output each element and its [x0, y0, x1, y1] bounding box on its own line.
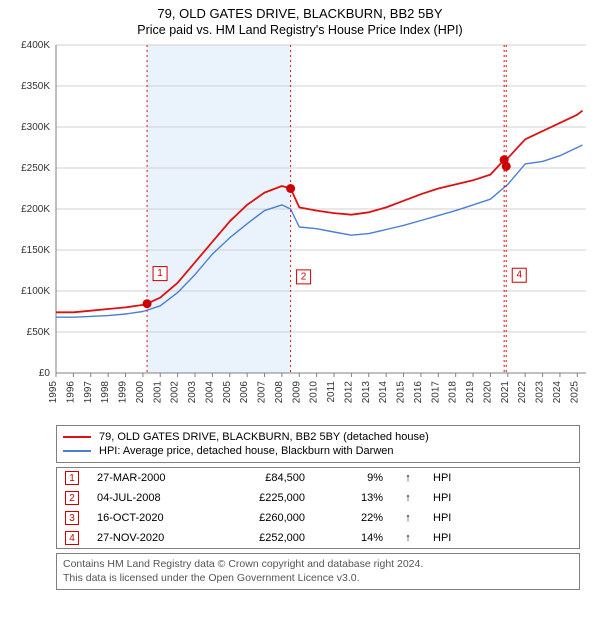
- sales-row: 4 27-NOV-2020 £252,000 14% ↑ HPI: [57, 528, 579, 548]
- svg-text:2015: 2015: [396, 381, 407, 404]
- legend-swatch: [63, 436, 91, 438]
- legend-item: HPI: Average price, detached house, Blac…: [63, 444, 573, 458]
- sale-price: £225,000: [225, 492, 305, 504]
- arrow-up-icon: ↑: [401, 492, 415, 504]
- title-subtitle: Price paid vs. HM Land Registry's House …: [0, 23, 600, 37]
- legend-swatch: [63, 450, 91, 452]
- sale-marker-box: 1: [65, 471, 79, 485]
- svg-text:1997: 1997: [83, 381, 94, 404]
- svg-text:2019: 2019: [465, 381, 476, 404]
- line-chart: £0 £50K £100K £150K £200K £250K £300K £350K £400…: [0, 39, 600, 419]
- svg-text:2009: 2009: [291, 381, 302, 404]
- svg-text:4: 4: [516, 270, 522, 281]
- legend: 79, OLD GATES DRIVE, BLACKBURN, BB2 5BY …: [56, 425, 580, 463]
- sale-pct: 13%: [323, 492, 383, 504]
- svg-text:£300K: £300K: [21, 122, 50, 133]
- svg-text:2017: 2017: [430, 381, 441, 404]
- legend-label: 79, OLD GATES DRIVE, BLACKBURN, BB2 5BY …: [99, 431, 429, 443]
- arrow-up-icon: ↑: [401, 472, 415, 484]
- sale-price: £252,000: [225, 532, 305, 544]
- sale-date: 16-OCT-2020: [97, 512, 207, 524]
- sale-suffix: HPI: [433, 532, 451, 544]
- sale-date: 27-MAR-2000: [97, 472, 207, 484]
- sale-suffix: HPI: [433, 492, 451, 504]
- svg-text:2022: 2022: [517, 381, 528, 404]
- sale-marker-box: 4: [65, 531, 79, 545]
- svg-text:2006: 2006: [239, 381, 250, 404]
- svg-text:2023: 2023: [535, 381, 546, 404]
- svg-text:2021: 2021: [500, 381, 511, 404]
- sale-marker-box: 3: [65, 511, 79, 525]
- svg-text:1995: 1995: [48, 381, 59, 404]
- svg-text:2024: 2024: [552, 381, 563, 404]
- sale-pct: 14%: [323, 532, 383, 544]
- svg-text:£350K: £350K: [21, 81, 50, 92]
- sale-pct: 22%: [323, 512, 383, 524]
- footer-line1: Contains HM Land Registry data © Crown c…: [63, 558, 573, 572]
- svg-text:1999: 1999: [118, 381, 129, 404]
- chart-container: 79, OLD GATES DRIVE, BLACKBURN, BB2 5BY …: [0, 0, 600, 590]
- svg-text:2020: 2020: [482, 381, 493, 404]
- footer-line2: This data is licensed under the Open Gov…: [63, 572, 573, 586]
- sales-row: 3 16-OCT-2020 £260,000 22% ↑ HPI: [57, 508, 579, 528]
- footer-attribution: Contains HM Land Registry data © Crown c…: [56, 553, 580, 590]
- svg-text:1996: 1996: [65, 381, 76, 404]
- sales-row: 2 04-JUL-2008 £225,000 13% ↑ HPI: [57, 488, 579, 508]
- chart-area: £0 £50K £100K £150K £200K £250K £300K £350K £400…: [0, 39, 600, 419]
- sale-marker-box: 2: [65, 491, 79, 505]
- svg-text:£250K: £250K: [21, 163, 50, 174]
- svg-text:2001: 2001: [152, 381, 163, 404]
- legend-label: HPI: Average price, detached house, Blac…: [99, 445, 394, 457]
- svg-text:£150K: £150K: [21, 245, 50, 256]
- svg-text:2018: 2018: [448, 381, 459, 404]
- svg-text:2002: 2002: [170, 381, 181, 404]
- svg-text:2003: 2003: [187, 381, 198, 404]
- svg-text:£200K: £200K: [21, 204, 50, 215]
- sale-price: £84,500: [225, 472, 305, 484]
- svg-text:2014: 2014: [378, 381, 389, 404]
- svg-text:2008: 2008: [274, 381, 285, 404]
- title-address: 79, OLD GATES DRIVE, BLACKBURN, BB2 5BY: [0, 6, 600, 21]
- svg-text:2013: 2013: [361, 381, 372, 404]
- svg-text:2012: 2012: [343, 381, 354, 404]
- sale-pct: 9%: [323, 472, 383, 484]
- svg-text:2005: 2005: [222, 381, 233, 404]
- sale-suffix: HPI: [433, 512, 451, 524]
- svg-text:2016: 2016: [413, 381, 424, 404]
- svg-text:2: 2: [301, 271, 307, 282]
- svg-text:2007: 2007: [257, 381, 268, 404]
- svg-text:2004: 2004: [204, 381, 215, 404]
- svg-text:2010: 2010: [309, 381, 320, 404]
- svg-text:£400K: £400K: [21, 40, 50, 51]
- svg-text:£100K: £100K: [21, 286, 50, 297]
- sale-price: £260,000: [225, 512, 305, 524]
- svg-text:£50K: £50K: [27, 327, 51, 338]
- arrow-up-icon: ↑: [401, 512, 415, 524]
- sales-row: 1 27-MAR-2000 £84,500 9% ↑ HPI: [57, 468, 579, 488]
- title-block: 79, OLD GATES DRIVE, BLACKBURN, BB2 5BY …: [0, 0, 600, 39]
- svg-text:2011: 2011: [326, 381, 337, 403]
- svg-text:£0: £0: [39, 368, 51, 379]
- sales-table: 1 27-MAR-2000 £84,500 9% ↑ HPI 2 04-JUL-2008 £22…: [56, 467, 580, 549]
- sale-date: 27-NOV-2020: [97, 532, 207, 544]
- legend-item: 79, OLD GATES DRIVE, BLACKBURN, BB2 5BY …: [63, 430, 573, 444]
- svg-text:2025: 2025: [569, 381, 580, 404]
- sale-date: 04-JUL-2008: [97, 492, 207, 504]
- svg-text:2000: 2000: [135, 381, 146, 404]
- svg-text:1: 1: [157, 268, 163, 279]
- svg-text:1998: 1998: [100, 381, 111, 404]
- arrow-up-icon: ↑: [401, 532, 415, 544]
- sale-suffix: HPI: [433, 472, 451, 484]
